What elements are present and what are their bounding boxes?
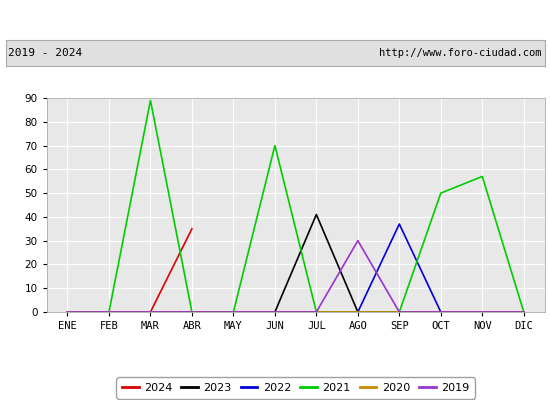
Text: http://www.foro-ciudad.com: http://www.foro-ciudad.com [379,48,542,58]
Legend: 2024, 2023, 2022, 2021, 2020, 2019: 2024, 2023, 2022, 2021, 2020, 2019 [116,378,475,398]
Text: 2019 - 2024: 2019 - 2024 [8,48,82,58]
Text: Evolucion Nº Turistas Extranjeros en el municipio de Villafranca del Campo: Evolucion Nº Turistas Extranjeros en el … [12,14,538,26]
